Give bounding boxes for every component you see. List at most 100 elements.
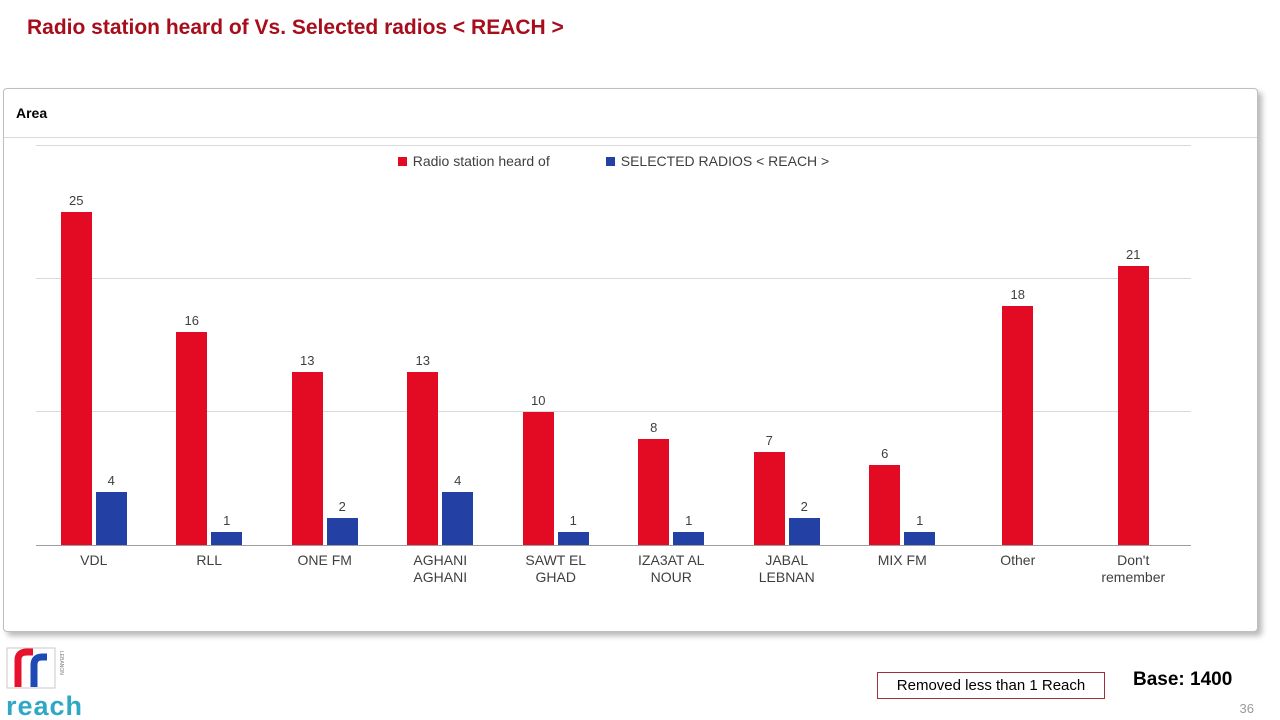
bar-group: 25 4: [36, 147, 152, 545]
bar-wrap: 1: [557, 147, 589, 545]
bar-value-label: 2: [800, 499, 808, 514]
note-text: Removed less than 1 Reach: [896, 677, 1086, 694]
bar-value-label: 16: [184, 313, 199, 328]
bar-wrap: 13: [407, 147, 439, 545]
bar-radio-heard: [753, 452, 785, 545]
bar-wrap: 18: [1002, 147, 1034, 545]
bar-wrap: 8: [638, 147, 670, 545]
bar-wrap: 10: [522, 147, 554, 545]
bar-wrap: 2: [788, 147, 820, 545]
gridline: [36, 278, 1191, 279]
x-axis-label: VDL: [36, 552, 152, 586]
plot-area: 25 4 16 1 13 2 13 4 10 1 8 1 7 2 6 1 18 21: [36, 145, 1191, 546]
bar-value-label: 1: [223, 513, 231, 528]
bar-wrap: 25: [60, 147, 92, 545]
x-axis-label-text: ONE FM: [297, 552, 352, 568]
bar-selected-radios: [326, 518, 358, 545]
bar-value-label: 2: [338, 499, 346, 514]
bar-wrap: 13: [291, 147, 323, 545]
x-axis-label: SAWT EL GHAD: [498, 552, 614, 586]
bar-value-label: 25: [69, 193, 84, 208]
x-axis-label-text: Don't remember: [1101, 552, 1166, 585]
x-axis-label: Other: [960, 552, 1076, 586]
bar-value-label: 1: [569, 513, 577, 528]
legend-item: Radio station heard of: [393, 153, 554, 169]
bar-wrap: 6: [869, 147, 901, 545]
bar-value-label: 13: [415, 353, 430, 368]
bar-value-label: 1: [916, 513, 924, 528]
reach-logo: LEBANON reach: [6, 647, 96, 720]
bar-selected-radios: [211, 532, 243, 545]
chart: Radio station heard of SELECTED RADIOS < …: [36, 145, 1191, 546]
legend: Radio station heard of SELECTED RADIOS < …: [36, 153, 1191, 169]
gridline: [36, 411, 1191, 412]
bar-radio-heard: [522, 412, 554, 545]
x-axis-label-text: Other: [1000, 552, 1036, 568]
bar-wrap: 16: [176, 147, 208, 545]
panel-header-area: Area: [4, 89, 1257, 138]
note-box: Removed less than 1 Reach: [877, 672, 1105, 699]
x-axis-label-text: MIX FM: [877, 552, 927, 568]
bar-group: 10 1: [498, 147, 614, 545]
bar-selected-radios: [557, 532, 589, 545]
bar-radio-heard: [407, 372, 439, 545]
x-axis-label-text: JABAL LEBNAN: [758, 552, 815, 585]
x-axis-label-text: AGHANI AGHANI: [413, 552, 468, 585]
x-axis-label-text: RLL: [196, 552, 223, 568]
bar-value-label: 18: [1010, 287, 1025, 302]
bar-radio-heard: [1117, 266, 1149, 545]
gridlines: [36, 145, 1191, 545]
bar-value-label: 6: [881, 446, 889, 461]
bar-group: 18: [960, 147, 1076, 545]
bar-wrap: 7: [753, 147, 785, 545]
bar-value-label: 8: [650, 420, 658, 435]
legend-item: SELECTED RADIOS < REACH >: [601, 153, 834, 169]
bar-wrap: 4: [442, 147, 474, 545]
bar-group: 13 2: [267, 147, 383, 545]
legend-swatch: [397, 156, 407, 166]
x-axis: VDL RLL ONE FM AGHANI AGHANI SAWT EL GHAD IZA…: [36, 552, 1191, 586]
bar-value-label: 13: [300, 353, 315, 368]
legend-label: Radio station heard of: [412, 153, 550, 169]
x-axis-label: ONE FM: [267, 552, 383, 586]
bar-wrap: 21: [1117, 147, 1149, 545]
bar-group: 13 4: [383, 147, 499, 545]
bar-selected-radios: [442, 492, 474, 545]
bar-wrap: 1: [673, 147, 705, 545]
x-axis-label-text: VDL: [80, 552, 108, 568]
reach-logo-icon: LEBANON: [6, 647, 64, 689]
bar-wrap: 2: [326, 147, 358, 545]
x-axis-label: Don't remember: [1076, 552, 1192, 586]
gridline: [36, 145, 1191, 146]
x-axis-label: JABAL LEBNAN: [729, 552, 845, 586]
bar-value-label: 21: [1126, 247, 1141, 262]
bar-value-label: 4: [107, 473, 115, 488]
bar-value-label: 1: [685, 513, 693, 528]
bar-value-label: 4: [454, 473, 462, 488]
x-axis-label: RLL: [152, 552, 268, 586]
bar-value-label: 7: [765, 433, 773, 448]
bar-group: 16 1: [152, 147, 268, 545]
x-axis-label-text: SAWT EL GHAD: [525, 552, 587, 585]
logo-subtext: LEBANON: [58, 651, 64, 675]
page-title: Radio station heard of Vs. Selected radi…: [27, 16, 564, 39]
logo-wordmark: reach: [6, 690, 84, 720]
x-axis-label: IZA3AT AL NOUR: [614, 552, 730, 586]
bar-wrap: 4: [95, 147, 127, 545]
bar-selected-radios: [904, 532, 936, 545]
bar-selected-radios: [673, 532, 705, 545]
bar-wrap: 1: [211, 147, 243, 545]
bar-selected-radios: [95, 492, 127, 545]
bar-radio-heard: [869, 465, 901, 545]
bar-group: 21: [1076, 147, 1192, 545]
bar-groups: 25 4 16 1 13 2 13 4 10 1 8 1 7 2 6 1 18 21: [36, 147, 1191, 545]
chart-panel: Area Radio station heard of SELECTED RADI…: [3, 88, 1258, 632]
bar-radio-heard: [176, 332, 208, 545]
base-label: Base: 1400: [1133, 669, 1233, 690]
x-axis-label-text: IZA3AT AL NOUR: [638, 552, 705, 585]
bar-selected-radios: [788, 518, 820, 545]
bar-radio-heard: [1002, 306, 1034, 545]
